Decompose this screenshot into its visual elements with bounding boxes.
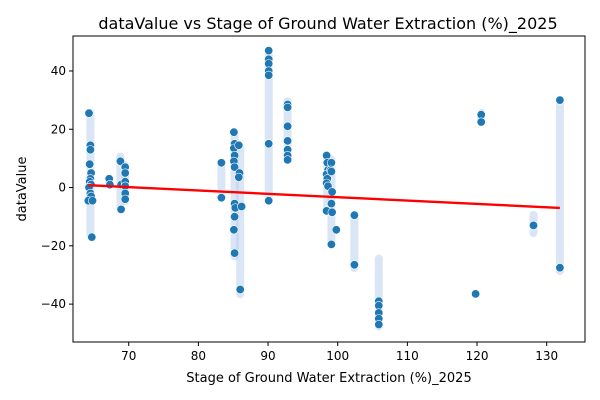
y-tick-label-0: 0 [58,181,66,195]
data-point-43 [264,46,274,56]
data-point-3 [85,159,95,169]
data-point-69 [327,207,337,217]
data-point-16 [115,156,125,166]
data-point-67 [327,187,337,197]
uncertainty-bands [86,50,564,331]
data-point-53 [283,136,293,146]
uncertainty-band-7 [264,50,273,206]
data-point-41 [230,248,240,258]
data-point-35 [234,172,244,182]
data-point-47 [264,70,274,80]
data-point-13 [87,232,97,242]
data-point-71 [326,239,336,249]
x-tick-label-110: 110 [396,349,419,363]
regression-line-layer [88,184,560,210]
data-point-85 [555,263,565,273]
data-point-32 [230,162,240,172]
uncertainty-band-6 [236,143,245,299]
data-point-24 [120,194,130,204]
data-point-74 [349,260,359,270]
data-point-2 [85,145,95,155]
x-axis-ticks: 70 80 90 100 110 120 130 [121,342,558,363]
data-point-82 [476,117,486,127]
data-point-73 [349,210,359,220]
data-point-52 [283,121,293,131]
data-point-27 [229,127,239,137]
data-point-12 [88,196,98,206]
data-point-18 [116,204,126,214]
data-point-84 [555,95,565,105]
x-axis-label: Stage of Ground Water Extraction (%)_202… [186,371,471,386]
data-point-39 [230,212,240,222]
y-tick-label--40: −40 [41,297,66,311]
y-axis-label: dataValue [15,157,30,222]
data-point-80 [471,289,481,299]
x-tick-label-120: 120 [466,349,489,363]
data-point-25 [216,158,226,168]
data-point-51 [283,102,293,112]
x-tick-label-100: 100 [326,349,349,363]
data-point-42 [235,284,245,294]
y-tick-label-20: 20 [51,122,66,136]
plot-frame [72,35,586,343]
data-point-33 [234,140,244,150]
y-axis-ticks: −40 −20 0 20 40 [41,64,73,311]
data-point-83 [528,220,538,230]
data-point-20 [120,168,130,178]
x-tick-label-80: 80 [191,349,206,363]
regression-line [88,184,560,210]
data-point-70 [326,199,336,209]
data-point-40 [229,225,239,235]
data-point-26 [216,193,226,203]
x-tick-label-130: 130 [535,349,558,363]
data-point-0 [84,108,94,118]
data-points [83,46,565,329]
data-point-49 [264,196,274,206]
y-tick-label--20: −20 [41,239,66,253]
data-point-79 [374,319,384,329]
uncertainty-band-12 [350,210,359,273]
data-point-56 [283,155,293,165]
data-point-38 [237,202,247,212]
uncertainty-band-17 [555,97,564,275]
chart-title: dataValue vs Stage of Ground Water Extra… [98,14,557,34]
data-point-72 [331,225,341,235]
x-tick-label-90: 90 [260,349,275,363]
y-tick-label-40: 40 [51,64,66,78]
data-point-48 [264,139,274,149]
data-point-66 [326,167,336,177]
x-tick-label-70: 70 [121,349,136,363]
